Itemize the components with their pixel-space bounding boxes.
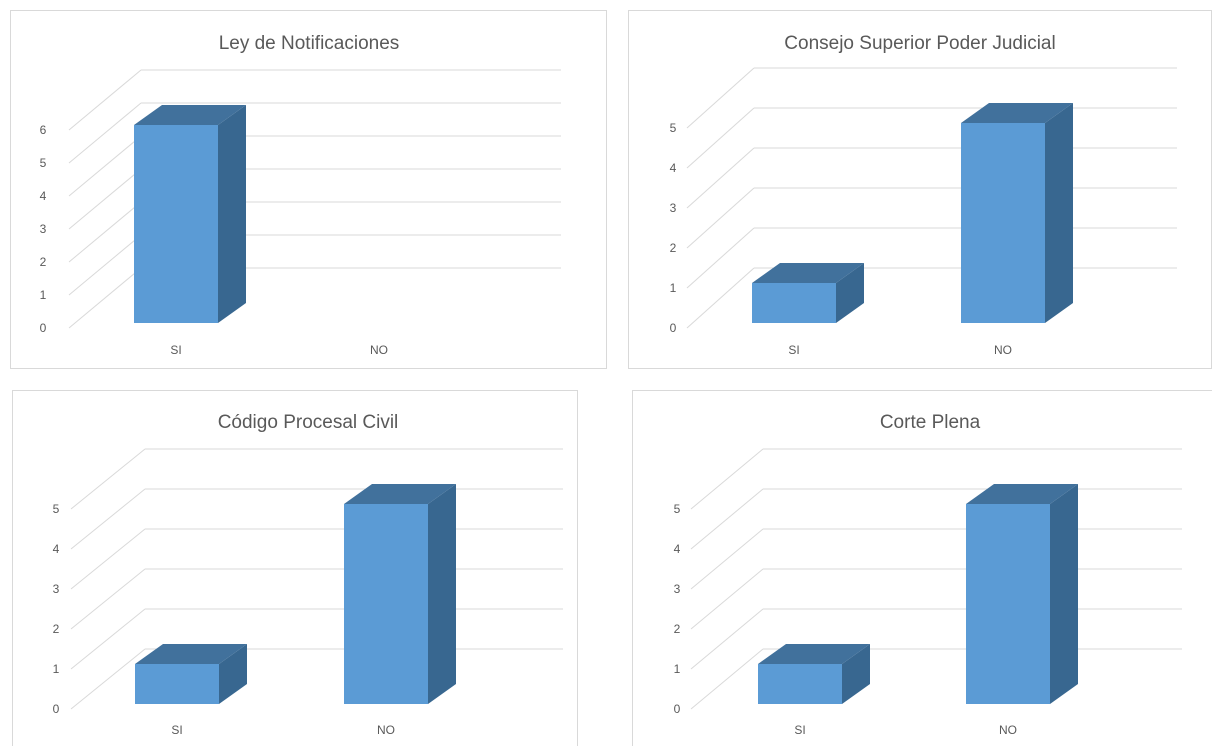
bar-front xyxy=(961,123,1045,323)
chart-corte-plena: Corte Plena 0 1 2 3 4 5 SI NO xyxy=(632,390,1212,746)
bar-front xyxy=(752,283,836,323)
y-tick-label: 5 xyxy=(53,502,60,516)
bar xyxy=(758,644,870,704)
x-tick-label: NO xyxy=(370,343,388,357)
gridline-side xyxy=(686,267,755,329)
y-tick-label: 3 xyxy=(53,582,60,596)
gridline-side xyxy=(68,168,142,230)
chart-title: Código Procesal Civil xyxy=(218,412,399,433)
x-tick-label: SI xyxy=(794,723,805,737)
x-tick-label: NO xyxy=(377,723,395,737)
bar xyxy=(966,484,1078,704)
y-tick-label: 0 xyxy=(53,702,60,716)
bar-front xyxy=(344,504,428,704)
gridline-side xyxy=(70,528,146,590)
bar-side xyxy=(1050,484,1078,704)
bar-side xyxy=(428,484,456,704)
chart-consejo-superior-poder-judicial: Consejo Superior Poder Judicial 0 1 2 3 4 5 SI… xyxy=(628,10,1212,369)
gridline-side xyxy=(686,227,755,289)
y-tick-label: 1 xyxy=(53,662,60,676)
gridline-side xyxy=(68,135,142,197)
y-tick-label: 3 xyxy=(674,582,681,596)
bar-front xyxy=(758,664,842,704)
gridline-side xyxy=(70,488,146,550)
chart-ley-de-notificaciones: Ley de Notificaciones 0 1 2 3 4 5 6 SI NO xyxy=(10,10,607,369)
y-tick-label: 2 xyxy=(53,622,60,636)
bar-front xyxy=(966,504,1050,704)
y-tick-label: 4 xyxy=(674,542,681,556)
bar-front xyxy=(134,125,218,323)
bar-top xyxy=(758,644,870,664)
chart-plot: Corte Plena 0 1 2 3 4 5 SI NO xyxy=(674,412,1182,737)
gridline-side xyxy=(68,102,142,164)
y-tick-label: 4 xyxy=(670,161,677,175)
bar-top xyxy=(135,644,247,664)
y-tick-label: 6 xyxy=(40,123,47,137)
y-tick-label: 1 xyxy=(674,662,681,676)
gridline-side xyxy=(690,448,764,510)
bar xyxy=(752,263,864,323)
y-tick-label: 2 xyxy=(670,241,677,255)
gridline-side xyxy=(686,147,755,209)
y-tick-label: 5 xyxy=(40,156,47,170)
y-tick-label: 5 xyxy=(670,121,677,135)
chart-plot: Código Procesal Civil 0 1 2 3 4 5 SI NO xyxy=(53,412,563,737)
gridline-side xyxy=(68,69,142,131)
y-tick-label: 2 xyxy=(674,622,681,636)
bar-side xyxy=(1045,103,1073,323)
gridline-side xyxy=(686,107,755,169)
bar-top xyxy=(961,103,1073,123)
chart-plot: Consejo Superior Poder Judicial 0 1 2 3 4 5 SI… xyxy=(670,33,1177,357)
bar xyxy=(344,484,456,704)
chart-codigo-procesal-civil: Código Procesal Civil 0 1 2 3 4 5 SI NO xyxy=(12,390,578,746)
gridline-side xyxy=(70,648,146,710)
bar xyxy=(961,103,1073,323)
gridline-side xyxy=(68,201,142,263)
y-tick-label: 3 xyxy=(40,222,47,236)
bar xyxy=(134,105,246,323)
chart-title: Ley de Notificaciones xyxy=(219,33,400,54)
chart-title: Consejo Superior Poder Judicial xyxy=(784,33,1055,54)
x-tick-label: NO xyxy=(994,343,1012,357)
gridline-side xyxy=(690,648,764,710)
gridline-side xyxy=(70,568,146,630)
x-tick-label: SI xyxy=(170,343,181,357)
gridline-side xyxy=(68,267,142,329)
y-tick-label: 2 xyxy=(40,255,47,269)
bar-top xyxy=(752,263,864,283)
chart-plot: Ley de Notificaciones 0 1 2 3 4 5 6 SI NO xyxy=(40,33,561,357)
y-tick-label: 3 xyxy=(670,201,677,215)
chart-title: Corte Plena xyxy=(880,412,981,433)
gridline-side xyxy=(690,488,764,550)
y-tick-label: 0 xyxy=(40,321,47,335)
gridline-side xyxy=(70,608,146,670)
bar-top xyxy=(134,105,246,125)
gridline-side xyxy=(690,568,764,630)
bar-top xyxy=(966,484,1078,504)
gridline-side xyxy=(68,234,142,296)
y-tick-label: 0 xyxy=(670,321,677,335)
y-tick-label: 0 xyxy=(674,702,681,716)
gridline-side xyxy=(690,528,764,590)
x-tick-label: SI xyxy=(171,723,182,737)
gridline-side xyxy=(686,67,755,129)
bar-top xyxy=(344,484,456,504)
x-tick-label: SI xyxy=(788,343,799,357)
y-tick-label: 1 xyxy=(670,281,677,295)
y-tick-label: 5 xyxy=(674,502,681,516)
gridline-side xyxy=(70,448,146,510)
bar-side xyxy=(218,105,246,323)
y-tick-label: 4 xyxy=(53,542,60,556)
y-tick-label: 4 xyxy=(40,189,47,203)
y-tick-label: 1 xyxy=(40,288,47,302)
gridline-side xyxy=(686,187,755,249)
gridline-side xyxy=(690,608,764,670)
bar xyxy=(135,644,247,704)
x-tick-label: NO xyxy=(999,723,1017,737)
bar-front xyxy=(135,664,219,704)
